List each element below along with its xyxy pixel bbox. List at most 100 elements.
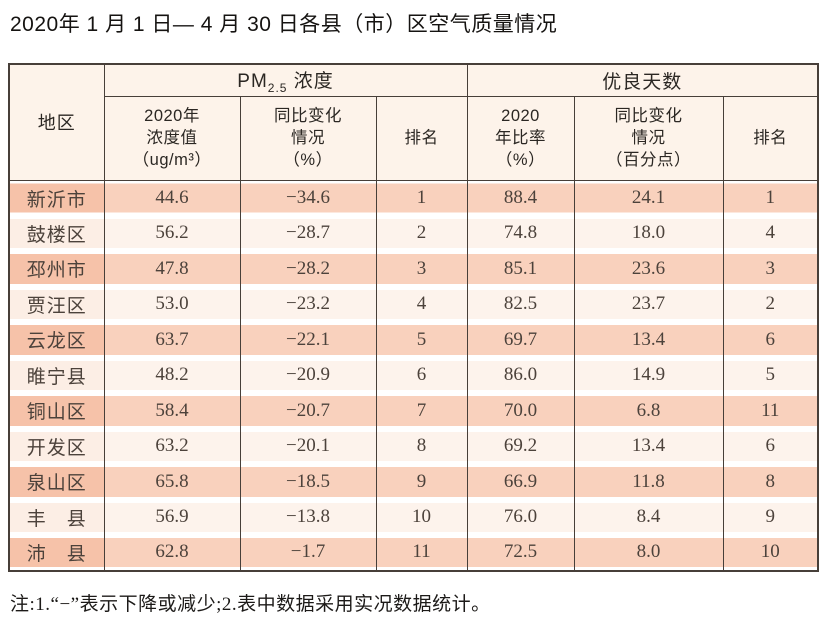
region-cell: 开发区 bbox=[8, 428, 105, 464]
ratio-cell: 88.4 bbox=[466, 180, 575, 216]
pm-rank-cell: 11 bbox=[375, 535, 468, 571]
region-cell: 云龙区 bbox=[8, 322, 105, 358]
pm-value-cell: 56.2 bbox=[103, 215, 241, 251]
pm-value-cell: 53.0 bbox=[103, 286, 241, 322]
ratio-cell: 82.5 bbox=[466, 286, 575, 322]
table-body: 新沂市 44.6 −34.6 1 88.4 24.1 1 鼓楼区 56.2 −2… bbox=[8, 180, 819, 571]
region-cell: 泉山区 bbox=[8, 464, 105, 500]
pm-change-cell: −23.2 bbox=[239, 286, 377, 322]
pm-value-cell: 58.4 bbox=[103, 393, 241, 429]
ratio-cell: 66.9 bbox=[466, 464, 575, 500]
pm-value-cell: 44.6 bbox=[103, 180, 241, 216]
table-row: 鼓楼区 56.2 −28.7 2 74.8 18.0 4 bbox=[8, 215, 819, 251]
region-cell: 新沂市 bbox=[8, 180, 105, 216]
pm-rank-cell: 7 bbox=[375, 393, 468, 429]
region-cell: 鼓楼区 bbox=[8, 215, 105, 251]
pm25-label-suffix: 浓度 bbox=[287, 70, 334, 92]
sub-header-row: 2020年 浓度值 （ug/m³） 同比变化 情况 （%） 排名 2020 年比… bbox=[9, 96, 819, 181]
ratio-cell: 70.0 bbox=[466, 393, 575, 429]
ratio-cell: 85.1 bbox=[466, 251, 575, 287]
table-row: 开发区 63.2 −20.1 8 69.2 13.4 6 bbox=[8, 428, 819, 464]
page-title: 2020年 1 月 1 日— 4 月 30 日各县（市）区空气质量情况 bbox=[10, 13, 558, 36]
ratio-rank-cell: 2 bbox=[722, 286, 819, 322]
pm-rank-cell: 8 bbox=[375, 428, 468, 464]
ratio-cell: 86.0 bbox=[466, 357, 575, 393]
pm-rank-cell: 5 bbox=[375, 322, 468, 358]
table-header: 地区 PM2.5 浓度 优良天数 2020年 浓度值 （ug/m³） 同比变化 … bbox=[8, 64, 819, 181]
ratio-change-cell: 18.0 bbox=[573, 215, 724, 251]
pm-rank-cell: 9 bbox=[375, 464, 468, 500]
pm-change-cell: −28.2 bbox=[239, 251, 377, 287]
table-row: 睢宁县 48.2 −20.9 6 86.0 14.9 5 bbox=[8, 357, 819, 393]
region-cell: 贾汪区 bbox=[8, 286, 105, 322]
pm-rank-cell: 3 bbox=[375, 251, 468, 287]
pm25-label-subscript: 2.5 bbox=[267, 80, 288, 95]
ratio-cell: 72.5 bbox=[466, 535, 575, 571]
ratio-rank-cell: 5 bbox=[722, 357, 819, 393]
ratio-change-cell: 23.7 bbox=[573, 286, 724, 322]
table-row: 云龙区 63.7 −22.1 5 69.7 13.4 6 bbox=[8, 322, 819, 358]
group-header-pm25: PM2.5 浓度 bbox=[103, 64, 468, 97]
pm-change-cell: −18.5 bbox=[239, 464, 377, 500]
air-quality-table: 地区 PM2.5 浓度 优良天数 2020年 浓度值 （ug/m³） 同比变化 … bbox=[8, 63, 820, 572]
ratio-change-cell: 13.4 bbox=[573, 322, 724, 358]
pm25-label-prefix: PM bbox=[237, 70, 268, 92]
ratio-rank-cell: 6 bbox=[722, 322, 819, 358]
ratio-rank-cell: 6 bbox=[722, 428, 819, 464]
pm-change-cell: −34.6 bbox=[239, 180, 377, 216]
column-header-ratio-change: 同比变化 情况 （百分点） bbox=[573, 96, 724, 181]
ratio-rank-cell: 10 bbox=[722, 535, 819, 571]
ratio-rank-cell: 9 bbox=[722, 499, 819, 535]
table-row: 泉山区 65.8 −18.5 9 66.9 11.8 8 bbox=[8, 464, 819, 500]
ratio-change-cell: 14.9 bbox=[573, 357, 724, 393]
pm-rank-cell: 4 bbox=[375, 286, 468, 322]
ratio-cell: 69.2 bbox=[466, 428, 575, 464]
ratio-cell: 74.8 bbox=[466, 215, 575, 251]
ratio-rank-cell: 8 bbox=[722, 464, 819, 500]
group-header-good-days: 优良天数 bbox=[466, 64, 819, 97]
table-row: 贾汪区 53.0 −23.2 4 82.5 23.7 2 bbox=[8, 286, 819, 322]
pm-change-cell: −20.1 bbox=[239, 428, 377, 464]
ratio-cell: 76.0 bbox=[466, 499, 575, 535]
pm-change-cell: −13.8 bbox=[239, 499, 377, 535]
ratio-change-cell: 8.0 bbox=[573, 535, 724, 571]
ratio-cell: 69.7 bbox=[466, 322, 575, 358]
pm-change-cell: −28.7 bbox=[239, 215, 377, 251]
pm-rank-cell: 1 bbox=[375, 180, 468, 216]
pm-rank-cell: 10 bbox=[375, 499, 468, 535]
column-header-pm-rank: 排名 bbox=[375, 96, 468, 181]
footnote: 注:1.“−”表示下降或减少;2.表中数据采用实况数据统计。 bbox=[10, 593, 491, 615]
pm-rank-cell: 2 bbox=[375, 215, 468, 251]
ratio-change-cell: 23.6 bbox=[573, 251, 724, 287]
ratio-rank-cell: 4 bbox=[722, 215, 819, 251]
ratio-change-cell: 8.4 bbox=[573, 499, 724, 535]
region-cell: 丰 县 bbox=[8, 499, 105, 535]
pm-change-cell: −22.1 bbox=[239, 322, 377, 358]
pm-change-cell: −1.7 bbox=[239, 535, 377, 571]
pm-rank-cell: 6 bbox=[375, 357, 468, 393]
column-header-ratio-rank: 排名 bbox=[722, 96, 819, 181]
table-row: 铜山区 58.4 −20.7 7 70.0 6.8 11 bbox=[8, 393, 819, 429]
pm-value-cell: 65.8 bbox=[103, 464, 241, 500]
region-cell: 睢宁县 bbox=[8, 357, 105, 393]
table-row: 邳州市 47.8 −28.2 3 85.1 23.6 3 bbox=[8, 251, 819, 287]
ratio-rank-cell: 11 bbox=[722, 393, 819, 429]
pm-value-cell: 63.2 bbox=[103, 428, 241, 464]
region-cell: 铜山区 bbox=[8, 393, 105, 429]
table-row: 沛 县 62.8 −1.7 11 72.5 8.0 10 bbox=[8, 535, 819, 571]
pm-change-cell: −20.9 bbox=[239, 357, 377, 393]
column-header-pm-value: 2020年 浓度值 （ug/m³） bbox=[103, 96, 241, 181]
ratio-change-cell: 24.1 bbox=[573, 180, 724, 216]
group-header-row: 地区 PM2.5 浓度 优良天数 bbox=[8, 64, 819, 181]
region-cell: 邳州市 bbox=[8, 251, 105, 287]
ratio-change-cell: 13.4 bbox=[573, 428, 724, 464]
pm-change-cell: −20.7 bbox=[239, 393, 377, 429]
pm-value-cell: 63.7 bbox=[103, 322, 241, 358]
ratio-change-cell: 6.8 bbox=[573, 393, 724, 429]
column-header-pm-change: 同比变化 情况 （%） bbox=[239, 96, 377, 181]
pm-value-cell: 62.8 bbox=[103, 535, 241, 571]
pm-value-cell: 48.2 bbox=[103, 357, 241, 393]
region-cell: 沛 县 bbox=[8, 535, 105, 571]
column-header-region: 地区 bbox=[8, 64, 105, 181]
